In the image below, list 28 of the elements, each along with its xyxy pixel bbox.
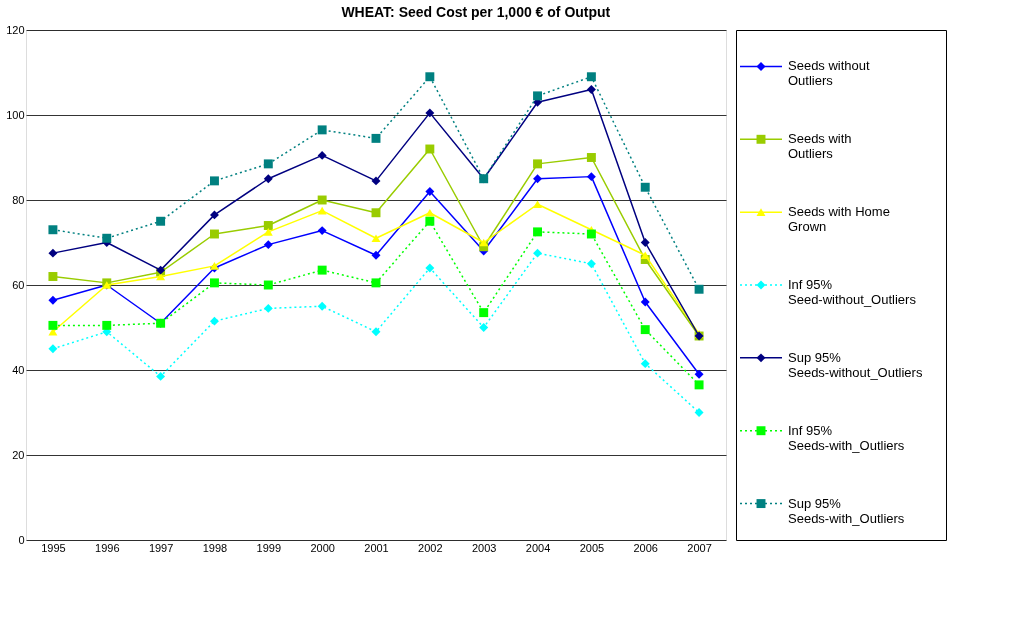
legend-label: Inf 95% Seeds-with_Outliers <box>788 422 905 453</box>
x-tick-label: 2003 <box>471 541 497 554</box>
x-tick-label: 2002 <box>418 541 443 554</box>
x-tick-label: 1997 <box>148 541 174 554</box>
legend-label: Sup 95% Seeds-without_Outliers <box>788 349 923 380</box>
x-tick-label: 2006 <box>633 541 658 554</box>
x-tick-label: 1995 <box>41 541 66 554</box>
x-tick-label: 2007 <box>687 541 712 554</box>
y-tick-label: 60 <box>12 278 25 291</box>
y-tick-label: 40 <box>12 363 25 376</box>
legend-label: Sup 95% Seeds-with_Outliers <box>788 495 905 526</box>
legend-label: Inf 95% Seed-without_Outliers <box>788 277 917 307</box>
x-tick-label: 2001 <box>364 541 389 554</box>
x-tick-label: 1999 <box>256 541 282 554</box>
x-tick-label: 2000 <box>310 541 335 554</box>
x-tick-label: 2005 <box>579 541 605 554</box>
legend-label: Seeds without Outliers <box>788 58 871 89</box>
x-tick-label: 1996 <box>95 541 120 554</box>
x-tick-label: 2004 <box>525 541 551 554</box>
y-tick-label: 20 <box>12 448 25 461</box>
y-tick-label: 100 <box>6 108 25 121</box>
y-tick-label: 0 <box>18 533 25 546</box>
chart-title: WHEAT: Seed Cost per 1,000 € of Output <box>341 3 611 20</box>
y-tick-label: 80 <box>12 193 25 206</box>
legend-label: Seeds with Home Grown <box>788 204 890 235</box>
y-tick-label: 120 <box>6 23 25 36</box>
x-tick-label: 1998 <box>202 541 228 554</box>
legend-label: Seeds with Outliers <box>788 131 852 162</box>
